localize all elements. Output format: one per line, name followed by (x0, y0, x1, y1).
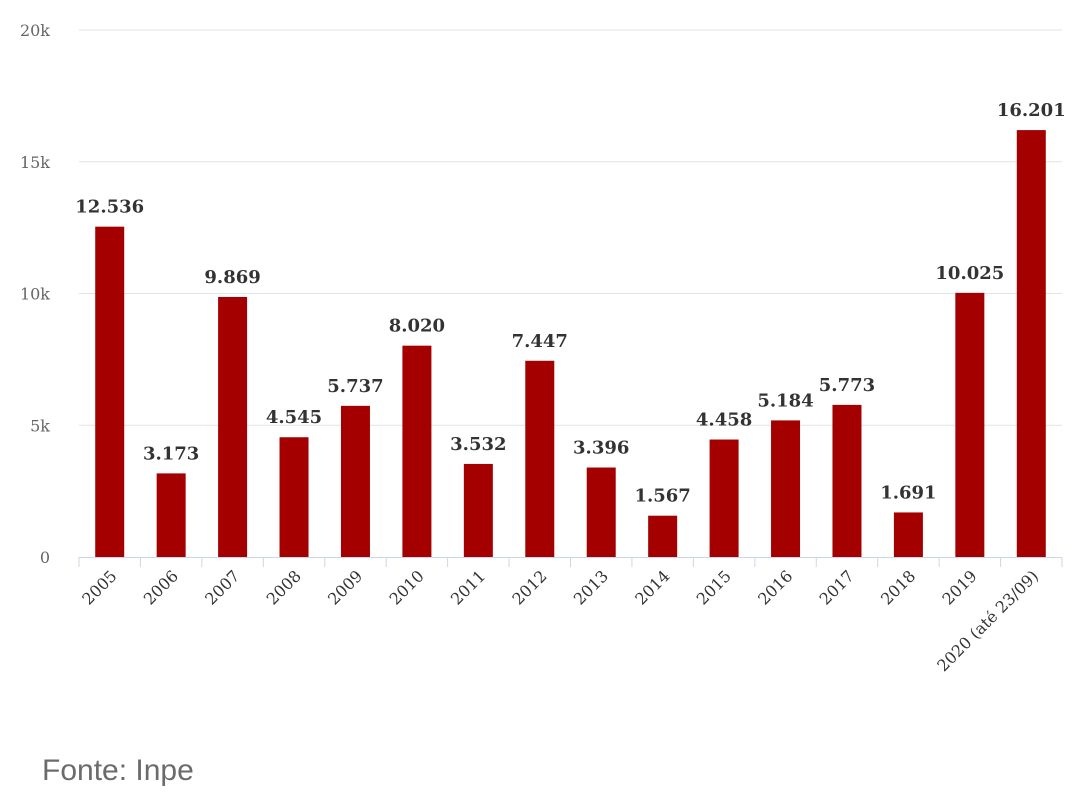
bar (525, 360, 555, 557)
data-label: 12.536 (75, 197, 144, 218)
x-tick-label: 2005 (78, 566, 120, 608)
bar (340, 405, 370, 557)
data-label: 8.020 (389, 316, 445, 337)
x-tick-label: 2019 (938, 566, 980, 608)
bar (771, 420, 801, 557)
data-label: 1.567 (634, 486, 690, 507)
x-tick-label: 2008 (263, 566, 305, 608)
x-tick-label: 2013 (570, 566, 612, 608)
source-note: Fonte: Inpe (42, 754, 194, 787)
data-label: 3.173 (143, 443, 199, 464)
bar (1016, 130, 1046, 558)
data-label: 3.532 (450, 434, 506, 455)
bar (279, 437, 309, 557)
y-tick-label: 20k (20, 21, 50, 40)
data-label: 1.691 (880, 482, 936, 503)
x-tick-label: 2009 (324, 566, 366, 608)
x-tick-label: 2007 (201, 566, 243, 608)
data-label: 16.201 (997, 100, 1066, 121)
data-label: 10.025 (935, 263, 1004, 284)
x-tick-label: 2016 (754, 566, 796, 608)
grid-lines (79, 29, 1062, 426)
x-tick-label: 2014 (631, 566, 673, 608)
bar (893, 512, 923, 557)
x-tick-label: 2011 (447, 566, 489, 608)
bar (218, 296, 248, 557)
data-label: 3.396 (573, 438, 629, 459)
x-tick-label: 2010 (386, 566, 428, 608)
bar (955, 292, 985, 557)
x-tick-label: 2006 (140, 566, 182, 608)
x-axis: 2005 2006 2007 2008 2009 2010 2011 2012 2013 2014… (78, 557, 1063, 675)
data-label: 4.545 (266, 407, 322, 428)
data-label: 4.458 (696, 410, 752, 431)
bar (648, 515, 678, 557)
y-tick-label: 15k (20, 153, 50, 172)
bar (709, 439, 739, 557)
y-tick-label: 10k (20, 285, 50, 304)
data-label: 7.447 (512, 331, 568, 352)
bar (586, 467, 616, 557)
x-tick-label: 2017 (816, 566, 858, 608)
bar (402, 345, 432, 557)
x-tick-label: 2012 (508, 566, 550, 608)
y-tick-label: 0 (40, 548, 50, 567)
data-label: 9.869 (204, 267, 260, 288)
data-label: 5.737 (327, 376, 383, 397)
bar (156, 473, 186, 557)
x-tick-label: 2018 (877, 566, 919, 608)
bar (832, 404, 862, 557)
y-tick-label: 5k (30, 416, 50, 435)
bars (95, 130, 1046, 558)
x-tick-label: 2015 (693, 566, 735, 608)
bar (463, 463, 493, 557)
y-axis-tick-labels: 0 5k 10k 15k 20k (20, 21, 50, 567)
data-label: 5.184 (757, 390, 813, 411)
bar (95, 226, 125, 558)
data-label: 5.773 (819, 375, 875, 396)
